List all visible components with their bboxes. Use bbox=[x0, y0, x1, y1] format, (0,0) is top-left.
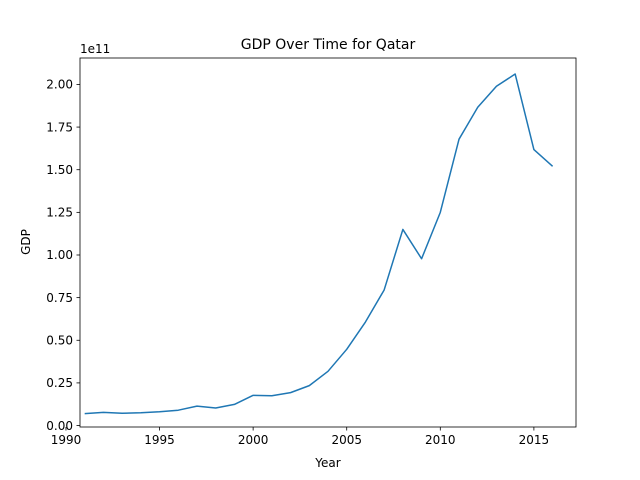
y-tick-label: 1.00 bbox=[46, 248, 73, 262]
y-tick-label: 2.00 bbox=[46, 78, 73, 92]
x-axis: 1990 1995 2000 2005 2010 2015 bbox=[51, 427, 549, 447]
plot-area bbox=[79, 57, 577, 428]
chart-title: GDP Over Time for Qatar bbox=[241, 37, 416, 53]
y-offset-label: 1e11 bbox=[80, 42, 110, 56]
y-tick-label: 1.50 bbox=[46, 163, 73, 177]
x-tick-label: 2005 bbox=[331, 433, 362, 447]
y-tick-label: 1.75 bbox=[46, 120, 73, 134]
y-tick-label: 0.00 bbox=[46, 419, 73, 433]
y-tick-label: 0.75 bbox=[46, 291, 73, 305]
y-axis: 0.00 0.25 0.50 0.75 1.00 1.25 1.50 1.75 2.00 bbox=[46, 78, 80, 433]
x-tick-label: 2015 bbox=[519, 433, 550, 447]
y-tick-label: 1.25 bbox=[46, 206, 73, 220]
axes-frame bbox=[79, 57, 577, 428]
y-tick-label: 0.25 bbox=[46, 376, 73, 390]
x-tick-label: 1990 bbox=[51, 433, 82, 447]
series-line-0 bbox=[84, 73, 554, 415]
x-axis-label: Year bbox=[314, 456, 340, 470]
y-axis-label: GDP bbox=[19, 229, 33, 255]
x-tick-label: 2010 bbox=[425, 433, 456, 447]
y-tick-label: 0.50 bbox=[46, 333, 73, 347]
x-tick-label: 1995 bbox=[144, 433, 175, 447]
x-tick-label: 2000 bbox=[238, 433, 269, 447]
